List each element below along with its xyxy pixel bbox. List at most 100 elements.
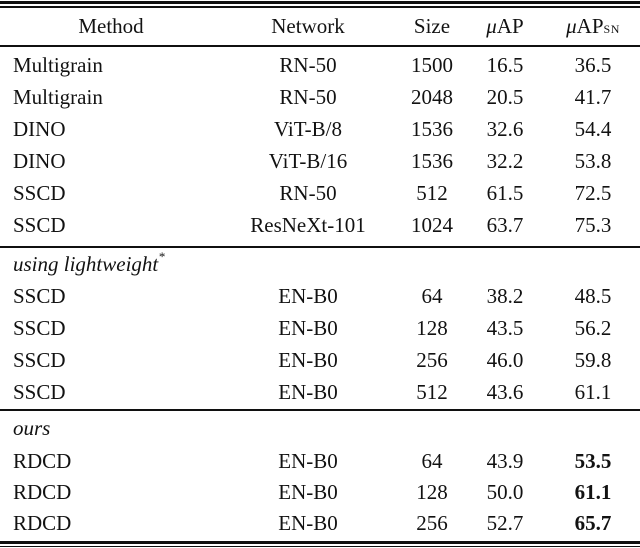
table-row: RDCD EN-B0 256 52.7 65.7: [0, 508, 640, 539]
cell-size: 256: [416, 510, 448, 535]
col-header-network: Network: [271, 13, 345, 38]
cell-method: SSCD: [13, 213, 66, 237]
section-rule: [0, 245, 640, 248]
cell-method: SSCD: [13, 316, 66, 340]
table-row: Multigrain RN-50 2048 20.5 41.7: [0, 82, 640, 114]
table-body: Multigrain RN-50 1500 16.5 36.5 Multigrain RN-…: [0, 50, 640, 539]
cell-map-sn: 41.7: [574, 85, 612, 109]
col-header-method: Method: [78, 13, 144, 38]
cell-method: DINO: [13, 149, 66, 173]
cell-map: 32.6: [486, 117, 524, 141]
cell-network: EN-B0: [278, 348, 338, 372]
cell-method: RDCD: [13, 479, 72, 504]
cell-method: SSCD: [13, 380, 66, 404]
cell-map-sn: 54.4: [574, 117, 612, 141]
cell-size: 2048: [411, 85, 453, 109]
cell-size: 1536: [411, 149, 453, 173]
cell-map: 43.5: [486, 316, 524, 340]
header-rule: [0, 44, 640, 47]
cell-network: EN-B0: [278, 284, 338, 308]
cell-size: 512: [416, 181, 448, 205]
table-row: RDCD EN-B0 128 50.0 61.1: [0, 477, 640, 508]
cell-map-sn: 53.8: [574, 149, 612, 173]
table-row: RDCD EN-B0 64 43.9 53.5: [0, 446, 640, 477]
table-row: SSCD EN-B0 64 38.2 48.5: [0, 281, 640, 313]
cell-map: 61.5: [486, 181, 524, 205]
cell-map: 43.6: [486, 380, 524, 404]
section-header-label: ours: [13, 415, 51, 440]
cell-method: RDCD: [13, 448, 72, 473]
cell-map: 16.5: [486, 53, 524, 77]
bottom-rule-inner: [0, 545, 640, 547]
table-header-row: Method Network Size μAP μAPSN: [0, 8, 640, 45]
cell-method: SSCD: [13, 284, 66, 308]
cell-network: RN-50: [279, 53, 337, 77]
cell-map: 46.0: [486, 348, 524, 372]
cell-map: 20.5: [486, 85, 524, 109]
uap-header-text: μAP: [486, 13, 524, 38]
cell-map: 38.2: [486, 284, 524, 308]
cell-map-sn: 59.8: [574, 348, 612, 372]
cell-network: RN-50: [279, 85, 337, 109]
table-row: SSCD EN-B0 128 43.5 56.2: [0, 313, 640, 345]
table-row: SSCD EN-B0 512 43.6 61.1: [0, 377, 640, 409]
section-rule: [0, 408, 640, 411]
cell-size: 1536: [411, 117, 453, 141]
cell-network: ViT-B/8: [274, 117, 342, 141]
cell-size: 64: [421, 284, 443, 308]
col-header-uap-sn: μAPSN: [540, 8, 640, 45]
cell-size: 1024: [411, 213, 453, 237]
cell-map-sn: 75.3: [574, 213, 612, 237]
top-rule-outer: [0, 1, 640, 4]
cell-network: RN-50: [279, 181, 337, 205]
table-row: DINO ViT-B/8 1536 32.6 54.4: [0, 114, 640, 146]
cell-size: 1500: [411, 53, 453, 77]
cell-method: Multigrain: [13, 85, 103, 109]
cell-method: SSCD: [13, 181, 66, 205]
cell-network: EN-B0: [278, 316, 338, 340]
cell-map: 52.7: [486, 510, 524, 535]
cell-method: RDCD: [13, 510, 72, 535]
cell-map: 50.0: [486, 479, 524, 504]
uap-sn-header-text: μAPSN: [566, 13, 620, 38]
cell-method: SSCD: [13, 348, 66, 372]
cell-network: EN-B0: [278, 448, 338, 473]
sn-subscript: SN: [603, 21, 620, 36]
cell-network: EN-B0: [278, 380, 338, 404]
cell-map-sn: 72.5: [574, 181, 612, 205]
table-row: Multigrain RN-50 1500 16.5 36.5: [0, 50, 640, 82]
cell-method: Multigrain: [13, 53, 103, 77]
cell-network: ViT-B/16: [268, 149, 348, 173]
cell-map: 32.2: [486, 149, 524, 173]
cell-network: EN-B0: [278, 510, 338, 535]
cell-size: 256: [416, 348, 448, 372]
cell-network: ResNeXt-101: [250, 213, 366, 237]
cell-method: DINO: [13, 117, 66, 141]
table-row: SSCD RN-50 512 61.5 72.5: [0, 178, 640, 210]
cell-map: 43.9: [486, 448, 524, 473]
cell-map-sn: 53.5: [574, 448, 612, 473]
section-header-row: using lightweight *: [13, 249, 165, 276]
cell-map-sn: 36.5: [574, 53, 612, 77]
table-row: DINO ViT-B/16 1536 32.2 53.8: [0, 146, 640, 178]
section-header-row: ours: [0, 411, 640, 446]
cell-map-sn: 65.7: [574, 510, 612, 535]
cell-size: 128: [416, 316, 448, 340]
cell-size: 64: [421, 448, 443, 473]
col-header-uap: μAP: [470, 8, 540, 45]
cell-map-sn: 61.1: [574, 380, 612, 404]
cell-network: EN-B0: [278, 479, 338, 504]
cell-map: 63.7: [486, 213, 524, 237]
cell-size: 512: [416, 380, 448, 404]
section-header-label: using lightweight: [13, 251, 159, 276]
table-row: SSCD EN-B0 256 46.0 59.8: [0, 345, 640, 377]
cell-map-sn: 61.1: [574, 479, 612, 504]
cell-map-sn: 56.2: [574, 316, 612, 340]
cell-size: 128: [416, 479, 448, 504]
top-rule-inner: [0, 6, 640, 8]
col-header-size: Size: [413, 13, 451, 38]
bottom-rule-outer: [0, 540, 640, 544]
table-row: SSCD ResNeXt-101 1024 63.7 75.3: [0, 210, 640, 242]
cell-map-sn: 48.5: [574, 284, 612, 308]
